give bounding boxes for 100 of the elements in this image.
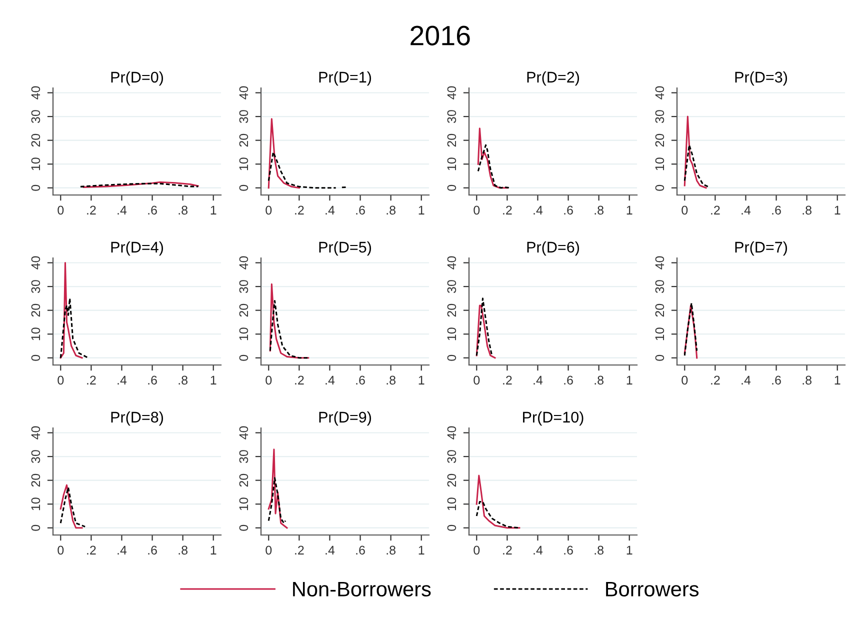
y-tick-label: 30: [31, 280, 40, 294]
x-tick-label: 1: [210, 206, 216, 214]
y-tick-label: 20: [447, 134, 456, 147]
x-tick-label: .2: [295, 546, 304, 554]
y-tick-label: 20: [31, 304, 40, 317]
x-tick-label: 1: [834, 206, 840, 214]
x-tick-label: .4: [118, 376, 127, 384]
y-tick-label: 10: [31, 158, 40, 170]
y-tick-label: 40: [655, 256, 664, 270]
text: 2016: [410, 26, 470, 46]
y-tick-label: 40: [655, 86, 664, 100]
chart-title: Pr(D=3): [735, 71, 788, 86]
x-tick-label: 1: [626, 376, 632, 384]
x-tick-label: 0: [58, 206, 64, 215]
line-series: [477, 144, 511, 189]
x-tick-label: .4: [326, 206, 335, 214]
line-series: [269, 283, 310, 359]
x-tick-label: 0: [682, 206, 688, 215]
line-series: [268, 477, 286, 524]
y-tick-label: 20: [447, 474, 456, 487]
x-tick-label: .2: [87, 376, 96, 384]
x-tick-label: .8: [178, 206, 188, 215]
y-tick-label: 0: [447, 524, 456, 531]
x-tick-label: 0: [474, 546, 480, 555]
line-series: [476, 500, 520, 529]
y-tick-label: 40: [447, 86, 456, 100]
y-tick-label: 10: [31, 498, 40, 510]
x-tick-label: 0: [58, 376, 64, 385]
line-series: [476, 474, 520, 529]
x-tick-label: .6: [356, 206, 365, 215]
x-tick-label: .2: [711, 376, 720, 384]
x-tick-label: 1: [418, 546, 424, 554]
x-tick-label: 0: [474, 376, 480, 385]
x-tick-label: .6: [564, 376, 573, 385]
y-tick-label: 10: [239, 498, 248, 510]
chart-title: Pr(D=2): [527, 71, 580, 86]
y-tick-label: 0: [239, 184, 248, 191]
y-tick-label: 30: [239, 280, 248, 294]
x-tick-label: .6: [356, 546, 365, 555]
x-tick-label: .4: [534, 376, 543, 384]
x-tick-label: .4: [742, 376, 751, 384]
y-tick-label: 0: [447, 184, 456, 191]
y-tick-label: 40: [239, 86, 248, 100]
y-tick-label: 10: [447, 158, 456, 170]
x-tick-label: .2: [87, 546, 96, 554]
x-tick-label: .8: [594, 206, 604, 215]
y-tick-label: 30: [31, 110, 40, 124]
chart-title: Pr(D=6): [527, 241, 580, 256]
line-series: [684, 116, 707, 189]
x-tick-label: .2: [503, 376, 512, 384]
line-series: [60, 262, 83, 359]
x-tick-label: 0: [474, 206, 480, 215]
chart-title: Pr(D=4): [111, 241, 164, 256]
x-tick-label: .8: [594, 376, 604, 385]
line-series: [268, 448, 288, 529]
y-tick-label: 10: [655, 328, 664, 340]
y-tick-label: 30: [655, 280, 664, 294]
y-tick-label: 30: [447, 110, 456, 124]
x-tick-label: .6: [772, 206, 781, 215]
legend-label: Non-Borrowers: [293, 582, 431, 596]
chart-title: Pr(D=0): [111, 71, 164, 86]
x-tick-label: .6: [564, 206, 573, 215]
x-tick-label: .6: [148, 376, 157, 385]
y-tick-label: 20: [31, 134, 40, 147]
y-tick-label: 20: [655, 304, 664, 317]
y-tick-label: 0: [31, 354, 40, 361]
x-tick-label: .4: [534, 206, 543, 214]
line-series: [268, 118, 300, 189]
legend-label: Borrowers: [606, 582, 699, 596]
y-tick-label: 10: [31, 328, 40, 340]
x-tick-label: 0: [682, 376, 688, 385]
x-tick-label: .8: [386, 546, 396, 555]
line-series: [477, 128, 508, 189]
y-tick-label: 30: [447, 280, 456, 294]
chart-title: Pr(D=9): [319, 411, 372, 426]
y-tick-label: 40: [31, 426, 40, 440]
chart-title: Pr(D=10): [523, 411, 584, 426]
x-tick-label: .8: [594, 546, 604, 555]
chart-title: Pr(D=7): [735, 241, 788, 256]
y-tick-label: 40: [31, 256, 40, 270]
y-tick-label: 40: [239, 426, 248, 440]
x-tick-label: .2: [503, 206, 512, 214]
x-tick-label: 0: [266, 376, 272, 385]
y-tick-label: 0: [239, 524, 248, 531]
y-tick-label: 10: [239, 328, 248, 340]
line-series: [684, 144, 710, 188]
y-tick-label: 10: [447, 328, 456, 340]
x-tick-label: .2: [295, 376, 304, 384]
chart-title: Pr(D=1): [319, 71, 372, 86]
chart-title: Pr(D=8): [111, 411, 164, 426]
x-tick-label: .6: [148, 546, 157, 555]
y-tick-label: 20: [31, 474, 40, 487]
y-tick-label: 20: [447, 304, 456, 317]
x-tick-label: 0: [266, 206, 272, 215]
x-tick-label: .4: [742, 206, 751, 214]
y-tick-label: 0: [31, 184, 40, 191]
line-series: [60, 298, 89, 359]
x-tick-label: .8: [178, 376, 188, 385]
y-tick-label: 0: [31, 524, 40, 531]
x-tick-label: .4: [118, 206, 127, 214]
